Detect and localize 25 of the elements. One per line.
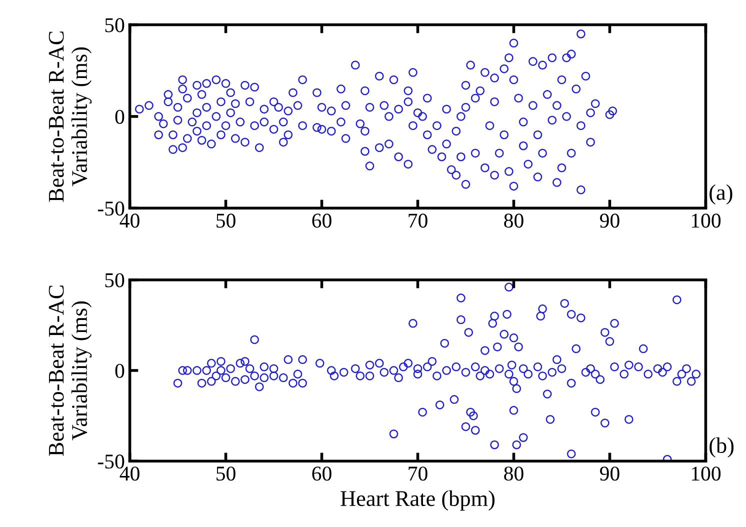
x-tick-label: 60: [312, 466, 332, 481]
x-tick-label: 90: [600, 214, 620, 228]
x-tick-label: 80: [504, 214, 524, 228]
x-tick-label: 100: [692, 214, 721, 228]
x-tick-label: 50: [216, 214, 236, 228]
x-tick-label: 70: [408, 466, 428, 481]
y-tick-label: -50: [98, 454, 124, 469]
x-tick-label: 50: [216, 466, 236, 481]
y-tick-label: 0: [115, 364, 124, 378]
y-axis-title: Beat-to-Beat R-AC Variability (ms): [48, 286, 92, 456]
x-tick-label: 40: [120, 214, 140, 228]
x-axis-title: Heart Rate (bpm): [340, 490, 495, 511]
x-tick-label: 80: [504, 466, 524, 481]
x-tick-label: 100: [692, 466, 721, 481]
y-tick-label: -50: [98, 202, 124, 216]
x-tick-label: 70: [408, 214, 428, 228]
y-tick-label: 0: [115, 110, 124, 124]
x-tick-label: 40: [120, 466, 140, 481]
x-tick-label: 90: [600, 466, 620, 481]
text: (b): [710, 437, 734, 458]
text: (a): [710, 184, 732, 204]
y-axis-title: Beat-to-Beat R-AC Variability (ms): [48, 32, 92, 202]
y-tick-label: 50: [105, 273, 124, 288]
x-tick-label: 60: [312, 214, 332, 228]
y-tick-label: 50: [105, 18, 124, 32]
